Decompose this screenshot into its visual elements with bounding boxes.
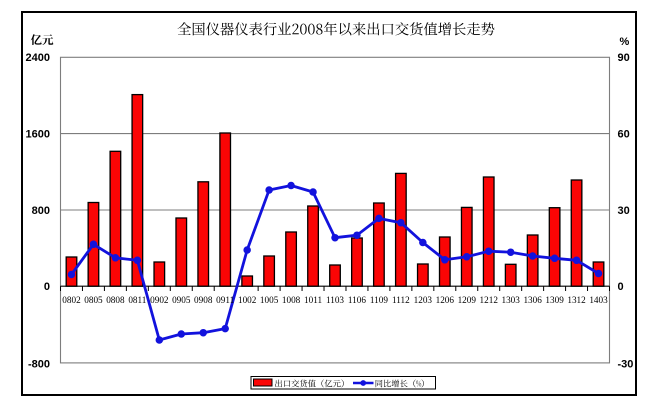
svg-text:1403: 1403 xyxy=(589,295,608,305)
svg-text:1212: 1212 xyxy=(480,295,499,305)
svg-text:0: 0 xyxy=(618,281,624,293)
svg-text:1303: 1303 xyxy=(501,295,520,305)
svg-text:1309: 1309 xyxy=(545,295,564,305)
svg-text:1109: 1109 xyxy=(370,295,388,305)
svg-text:1002: 1002 xyxy=(238,295,257,305)
svg-text:1011: 1011 xyxy=(304,295,322,305)
svg-text:%: % xyxy=(620,36,630,48)
svg-text:0905: 0905 xyxy=(172,295,191,305)
svg-text:1306: 1306 xyxy=(523,295,542,305)
svg-text:1008: 1008 xyxy=(282,295,301,305)
svg-text:1112: 1112 xyxy=(392,295,410,305)
svg-text:90: 90 xyxy=(618,52,630,64)
svg-text:800: 800 xyxy=(32,205,50,217)
svg-text:2400: 2400 xyxy=(26,52,50,64)
svg-text:0811: 0811 xyxy=(128,295,146,305)
svg-text:0908: 0908 xyxy=(194,295,213,305)
svg-text:0808: 0808 xyxy=(106,295,125,305)
svg-text:0902: 0902 xyxy=(150,295,169,305)
svg-text:0802: 0802 xyxy=(62,295,81,305)
svg-text:0805: 0805 xyxy=(84,295,103,305)
svg-text:1106: 1106 xyxy=(348,295,366,305)
svg-text:1203: 1203 xyxy=(414,295,433,305)
svg-text:0: 0 xyxy=(44,281,50,293)
svg-text:1312: 1312 xyxy=(567,295,586,305)
svg-text:1209: 1209 xyxy=(458,295,477,305)
svg-text:0911: 0911 xyxy=(216,295,234,305)
svg-text:-800: -800 xyxy=(28,359,50,371)
svg-text:1600: 1600 xyxy=(26,128,50,140)
svg-text:60: 60 xyxy=(618,128,630,140)
svg-text:1206: 1206 xyxy=(436,295,455,305)
svg-text:1005: 1005 xyxy=(260,295,279,305)
svg-text:30: 30 xyxy=(618,205,630,217)
svg-text:-30: -30 xyxy=(618,359,634,371)
svg-text:1103: 1103 xyxy=(326,295,344,305)
